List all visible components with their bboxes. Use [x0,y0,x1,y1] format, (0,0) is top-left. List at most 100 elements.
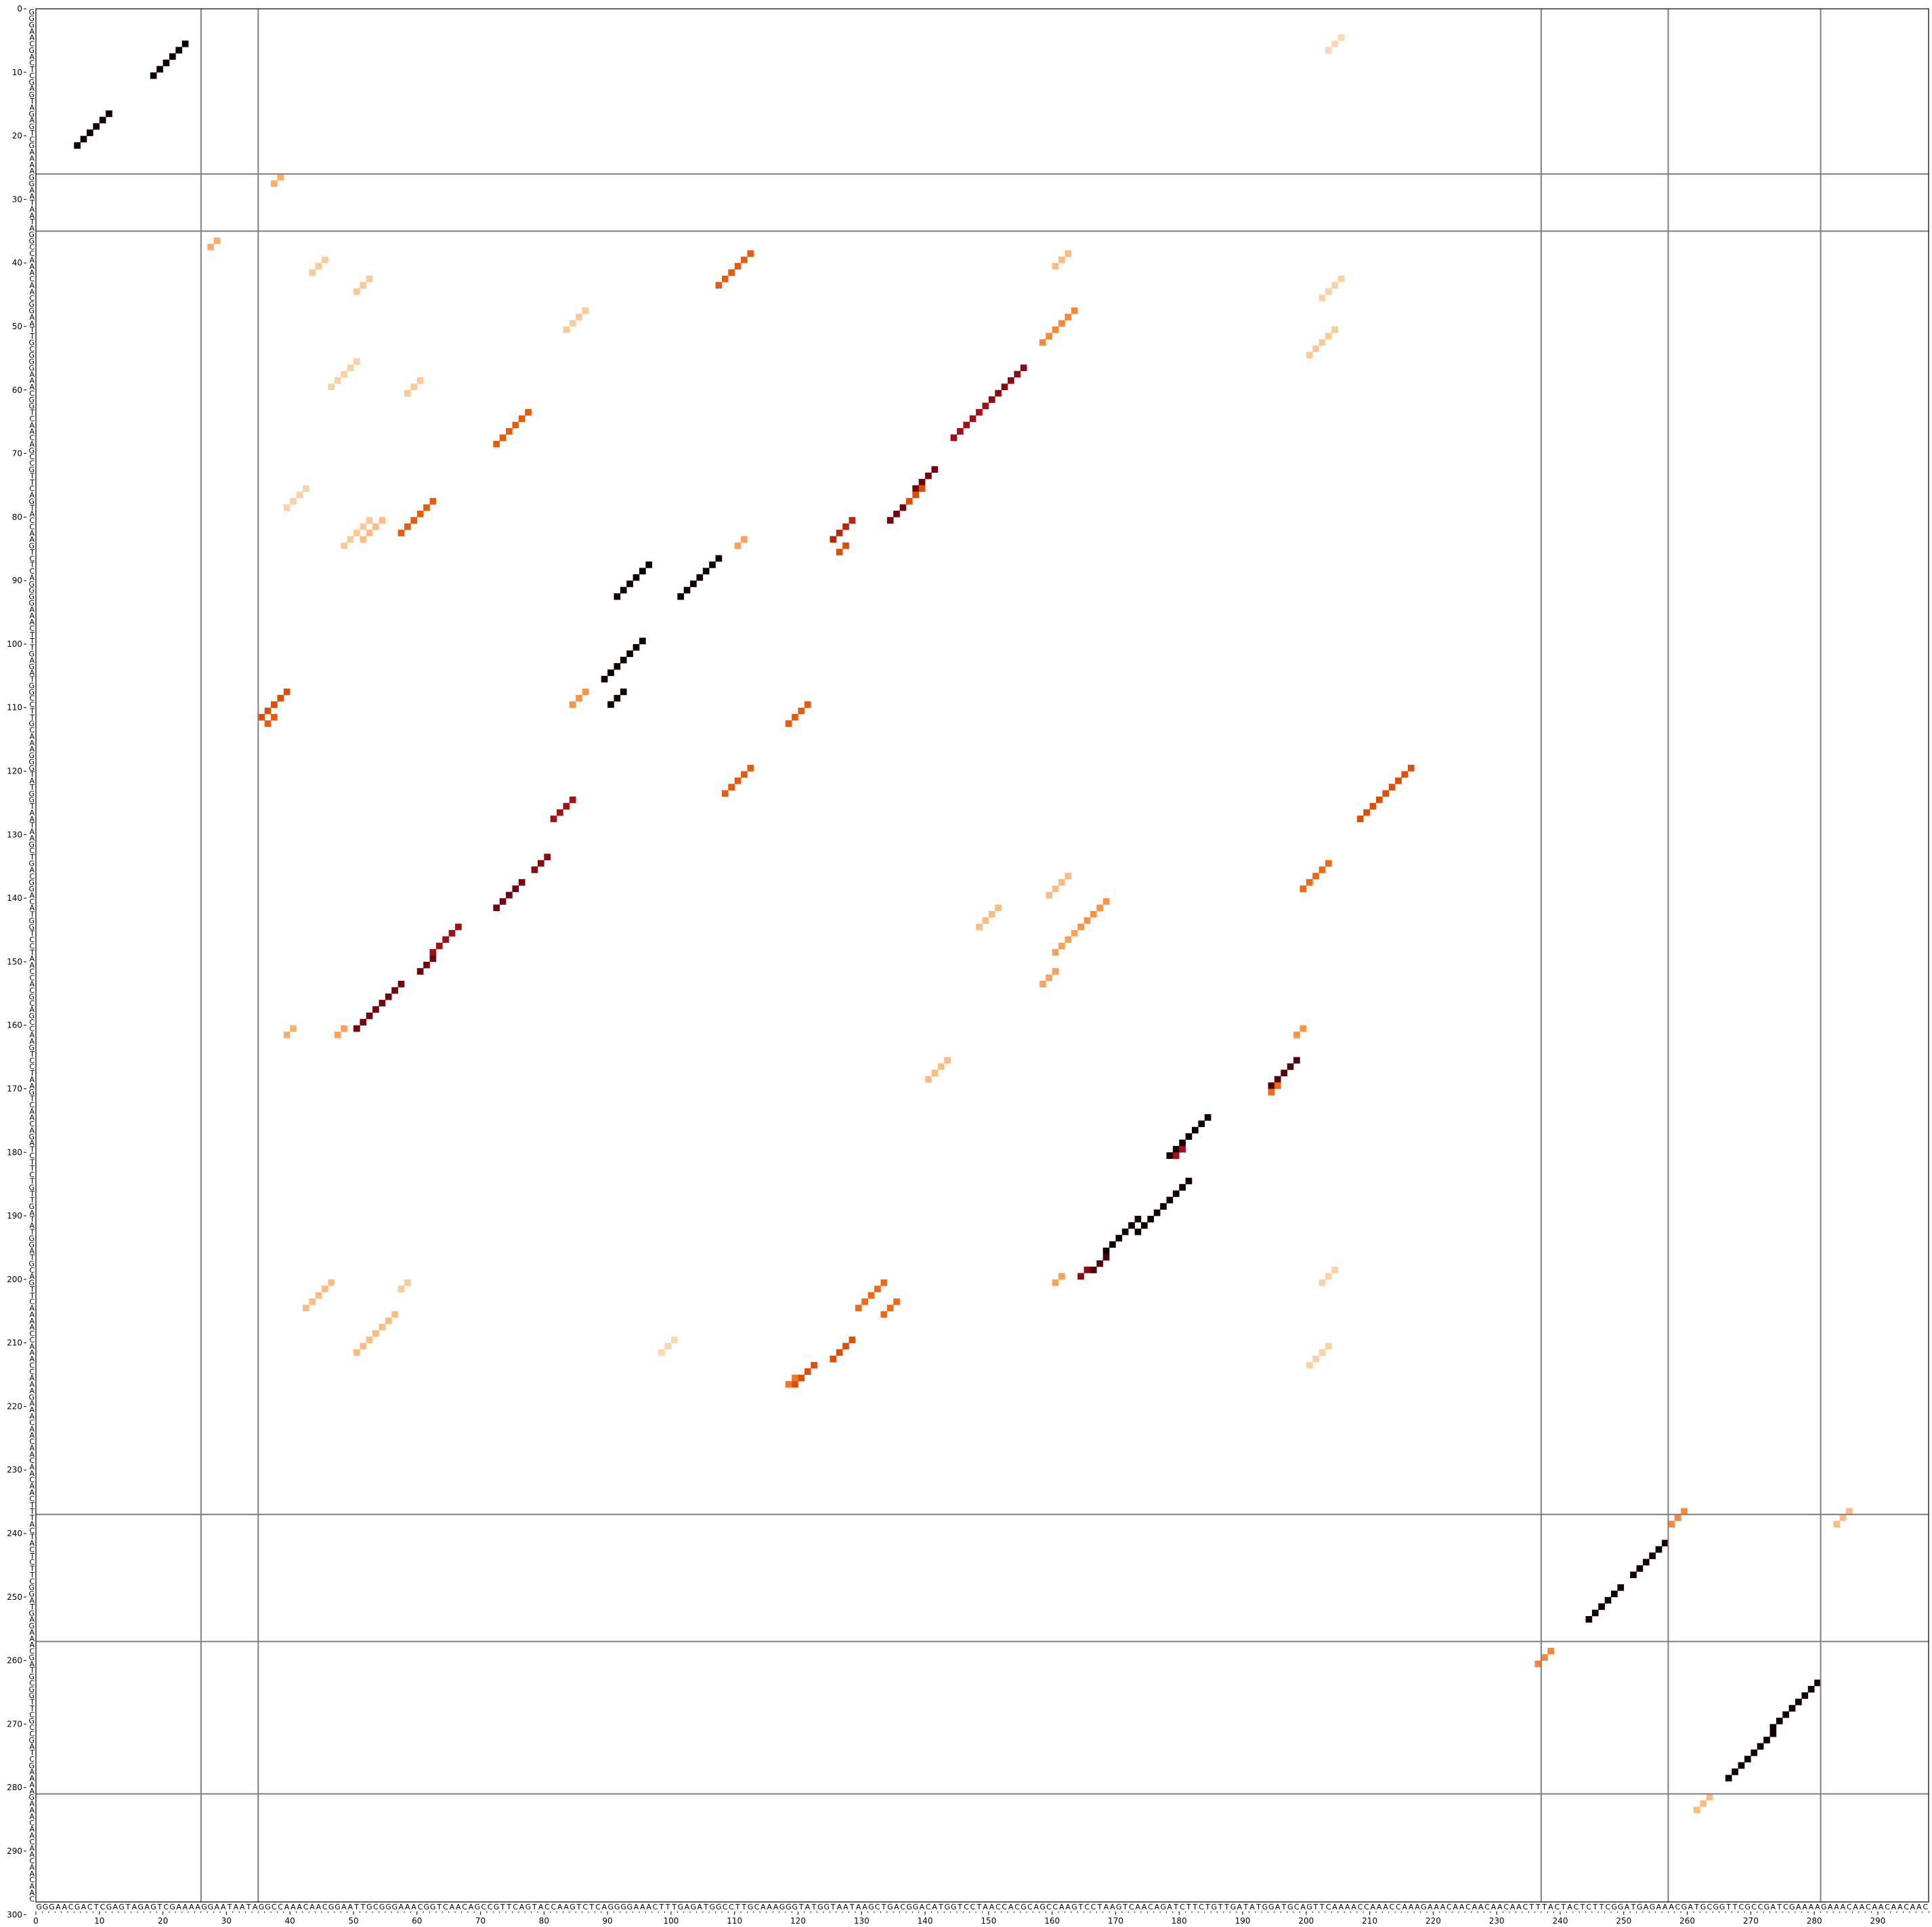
y-tick-label: 30 [12,194,22,204]
pair-cell [283,1032,291,1038]
pair-cell [309,1298,316,1305]
x-sequence-letter: G [1681,1903,1688,1911]
y-sequence-letter: A [29,1831,35,1840]
pair-cell [1407,765,1415,771]
y-sequence-letter: G [28,599,35,608]
pair-cell [1102,898,1110,905]
pair-cell [93,123,100,130]
y-sequence-letter: C [29,897,35,906]
y-sequence-letter: A [29,1005,35,1014]
pair-cell [385,993,392,1000]
y-sequence-letter: A [29,777,35,786]
x-sequence-letter: T [506,1903,511,1911]
y-sequence-letter: A [29,1888,35,1897]
x-sequence-letter: A [843,1903,849,1911]
pair-cell [836,549,843,555]
pair-cell [1268,1088,1275,1096]
y-sequence-letter: A [29,535,35,544]
pair-cell [1801,1692,1809,1699]
x-sequence-letter: G [1650,1903,1656,1911]
y-sequence-letter: C [29,1545,35,1554]
pair-cell [576,694,582,702]
y-sequence-letter: C [29,522,35,531]
x-sequence-letter: A [1110,1903,1115,1911]
x-sequence-letter: C [1503,1903,1509,1911]
x-tick-label: 200 [1298,1916,1314,1926]
pair-cell [1052,326,1059,333]
y-sequence-letter: A [29,1488,35,1497]
y-sequence-letter: G [28,662,35,671]
y-sequence-letter: G [28,789,35,798]
x-sequence-letter: G [1637,1903,1643,1911]
x-sequence-letter: C [1738,1903,1744,1911]
pair-cell [372,1330,379,1337]
x-sequence-letter: T [360,1903,366,1911]
y-sequence-letter: A [29,1304,35,1313]
y-sequence-letter: C [29,935,35,944]
pair-cell [1700,1800,1707,1807]
y-sequence-letter: A [29,1800,35,1808]
x-sequence-letter: A [221,1903,226,1911]
pair-cell [1020,364,1027,371]
x-sequence-letter: G [106,1903,112,1911]
x-sequence-letter: T [881,1903,886,1911]
x-sequence-letter: A [1427,1903,1433,1911]
pair-cell [1052,1279,1059,1286]
y-sequence-letter: G [28,1240,35,1249]
pair-cell [576,314,582,320]
x-sequence-letter: T [1122,1903,1128,1911]
pair-cell [1185,1177,1193,1185]
x-sequence-letter: C [1364,1903,1369,1911]
pair-cell [156,66,163,73]
pair-cell [1281,1070,1287,1077]
y-sequence-letter: T [29,637,35,645]
pair-cell [525,408,532,416]
y-tick-label: 290 [7,1846,22,1856]
x-sequence-letter: T [1186,1903,1191,1911]
pair-cell [696,574,704,581]
pair-cell [1376,797,1383,803]
y-sequence-letter: G [28,1609,35,1617]
y-sequence-letter: G [28,1234,35,1243]
x-sequence-letter: G [1268,1903,1274,1911]
pair-cell [912,491,920,499]
pair-cell [601,675,608,683]
x-sequence-letter: C [1523,1903,1528,1911]
pair-cell [912,485,920,492]
y-sequence-letter: C [29,1729,35,1738]
pair-cell [429,498,437,505]
x-sequence-letter: C [723,1903,728,1911]
x-sequence-letter: T [1599,1903,1604,1911]
pair-cell [271,714,278,721]
pair-cell [1065,872,1072,880]
pair-cell [1172,1145,1180,1153]
pair-cell [1649,1552,1656,1559]
x-sequence-letter: G [1700,1903,1706,1911]
y-sequence-letter: C [29,1024,35,1033]
y-sequence-letter: A [29,268,35,277]
y-sequence-letter: T [29,1565,35,1573]
x-sequence-letter: G [951,1903,957,1911]
y-sequence-letter: G [28,364,35,373]
x-sequence-letter: A [767,1903,773,1911]
y-tick-label: 280 [7,1783,22,1792]
pair-cell [880,1311,888,1318]
pair-cell [334,377,341,384]
pair-cell [645,561,653,568]
pair-cell [1763,1737,1770,1743]
y-sequence-letter: C [29,1437,35,1446]
y-sequence-letter: C [29,1526,35,1535]
pair-cell [582,688,589,696]
x-sequence-letter: C [1014,1903,1020,1911]
x-sequence-letter: G [150,1903,156,1911]
x-sequence-letter: C [87,1903,93,1911]
y-sequence-letter: A [29,1615,35,1624]
y-sequence-letter: T [29,548,35,557]
pair-cell [1541,1654,1548,1661]
y-sequence-letter: A [29,84,35,93]
x-sequence-letter: A [112,1903,118,1911]
pair-cell [398,1286,405,1292]
x-sequence-letter: G [678,1903,684,1911]
x-sequence-letter: A [56,1903,61,1911]
pair-cell [1058,320,1065,327]
